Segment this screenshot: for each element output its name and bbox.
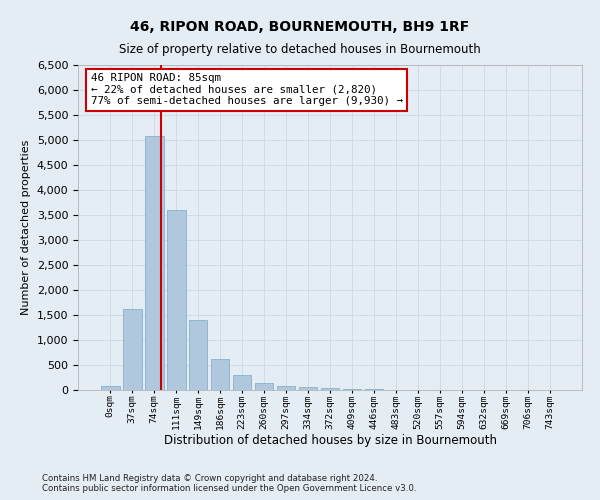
Text: Size of property relative to detached houses in Bournemouth: Size of property relative to detached ho… [119,42,481,56]
Text: 46, RIPON ROAD, BOURNEMOUTH, BH9 1RF: 46, RIPON ROAD, BOURNEMOUTH, BH9 1RF [130,20,470,34]
Text: 46 RIPON ROAD: 85sqm
← 22% of detached houses are smaller (2,820)
77% of semi-de: 46 RIPON ROAD: 85sqm ← 22% of detached h… [91,73,403,106]
Bar [233,375,251,390]
Bar [255,383,274,390]
X-axis label: Distribution of detached houses by size in Bournemouth: Distribution of detached houses by size … [163,434,497,447]
Bar [211,359,229,390]
Bar [277,386,295,390]
Y-axis label: Number of detached properties: Number of detached properties [21,140,31,315]
Bar [365,389,383,390]
Bar [101,386,119,390]
Bar [320,388,340,390]
Bar [123,309,142,390]
Bar [145,136,164,390]
Bar [299,387,317,390]
Text: Contains public sector information licensed under the Open Government Licence v3: Contains public sector information licen… [42,484,416,493]
Bar [167,210,185,390]
Bar [343,388,361,390]
Bar [189,320,208,390]
Text: Contains HM Land Registry data © Crown copyright and database right 2024.: Contains HM Land Registry data © Crown c… [42,474,377,483]
